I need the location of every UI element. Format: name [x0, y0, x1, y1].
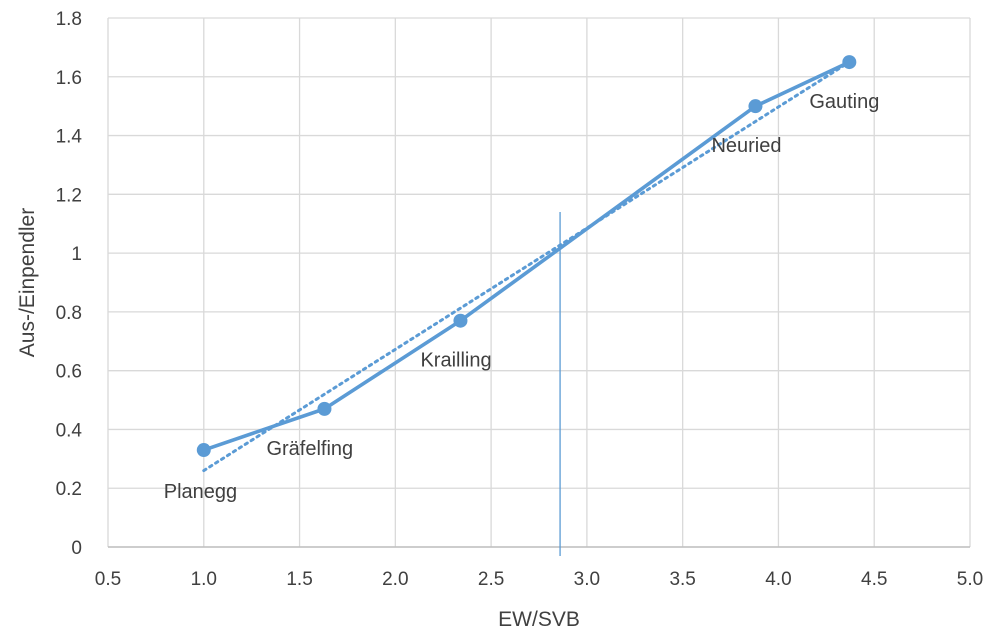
data-point-label: Krailling: [420, 350, 491, 372]
series-layer: [196, 55, 857, 458]
y-axis-title: Aus-/Einpendler: [16, 208, 39, 357]
data-point: [196, 443, 211, 458]
y-tick-label: 0.8: [56, 303, 82, 324]
x-tick-label: 4.0: [765, 569, 791, 590]
y-tick-label: 0: [71, 538, 82, 559]
x-axis-title: EW/SVB: [498, 608, 580, 631]
trendline: [202, 60, 851, 473]
x-tick-label: 1.0: [191, 569, 217, 590]
y-tick-label: 0.6: [56, 362, 82, 383]
series-line: [203, 60, 851, 452]
y-tick-label: 1.8: [56, 9, 82, 30]
data-point-label: Gräfelfing: [266, 438, 353, 460]
y-tick-label: 1: [71, 244, 82, 265]
point-labels: Planegg Gräfelfing Krailling Neuried Gauting: [164, 91, 880, 503]
data-point-label: Gauting: [809, 91, 879, 113]
y-tick-label: 1.2: [56, 185, 82, 206]
trendline-layer: [202, 60, 851, 473]
x-tick-label: 4.5: [861, 569, 887, 590]
data-point: [842, 55, 857, 70]
x-tick-label: 0.5: [95, 569, 121, 590]
y-tick-label: 0.2: [56, 479, 82, 500]
x-tick-label: 3.0: [574, 569, 600, 590]
x-tick-label: 2.0: [382, 569, 408, 590]
axes: 0.5 1.0 1.5 2.0 2.5 3.0 3.5 4.0 4.5 5.0 0 0.2 0.4 0.6…: [56, 9, 984, 590]
x-tick-label: 2.5: [478, 569, 504, 590]
data-point: [748, 99, 763, 114]
y-tick-label: 1.6: [56, 68, 82, 89]
x-tick-label: 1.5: [286, 569, 312, 590]
data-point-label: Planegg: [164, 481, 237, 503]
y-tick-label: 1.4: [56, 127, 83, 148]
data-point: [453, 313, 468, 328]
data-point: [317, 401, 332, 416]
x-tick-label: 3.5: [669, 569, 695, 590]
y-tick-label: 0.4: [56, 420, 83, 441]
data-point-label: Neuried: [711, 135, 781, 157]
x-tick-label: 5.0: [957, 569, 983, 590]
